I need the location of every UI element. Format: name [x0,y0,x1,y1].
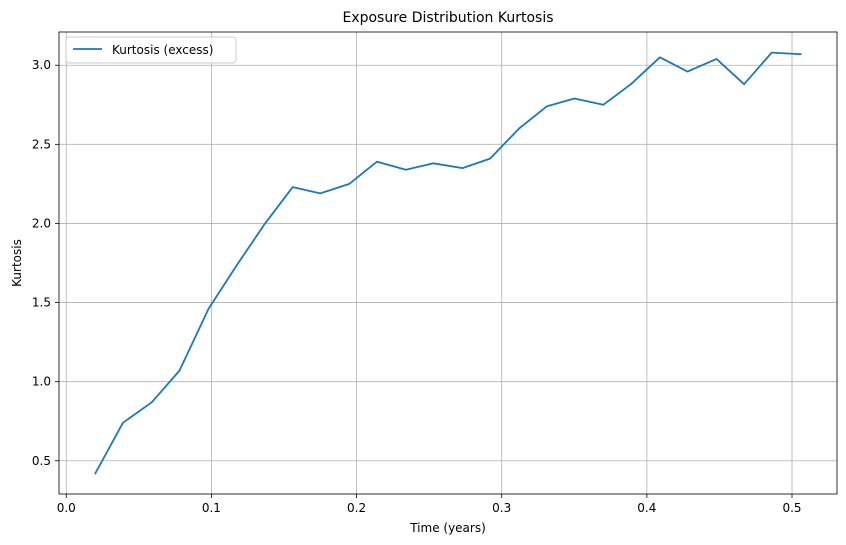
x-axis-ticks: 0.0 0.1 0.2 0.3 0.4 0.5 [57,494,802,515]
x-axis-label: Time (years) [409,521,486,535]
series-line-kurtosis [94,51,802,475]
chart-title: Exposure Distribution Kurtosis [342,10,553,26]
legend-box [65,36,237,64]
y-tick-label: 2.5 [32,137,51,151]
x-tick-label: 0.2 [347,501,366,515]
y-tick-label: 3.0 [32,58,51,72]
legend-label: Kurtosis (excess) [112,43,213,57]
x-tick-label: 0.5 [782,501,801,515]
y-tick-label: 0.5 [32,454,51,468]
x-tick-label: 0.0 [57,501,76,515]
series-layer [94,51,802,475]
y-tick-label: 2.0 [32,216,51,230]
y-axis-ticks: 0.5 1.0 1.5 2.0 2.5 3.0 [32,58,59,468]
x-tick-label: 0.4 [637,501,656,515]
x-tick-label: 0.1 [202,501,221,515]
y-tick-label: 1.0 [32,375,51,389]
grid-lines [59,32,837,494]
legend: Kurtosis (excess) [65,36,237,64]
plot-frame [58,31,838,495]
y-axis-label: Kurtosis [10,239,24,287]
y-tick-label: 1.5 [32,296,51,310]
x-tick-label: 0.3 [492,501,511,515]
